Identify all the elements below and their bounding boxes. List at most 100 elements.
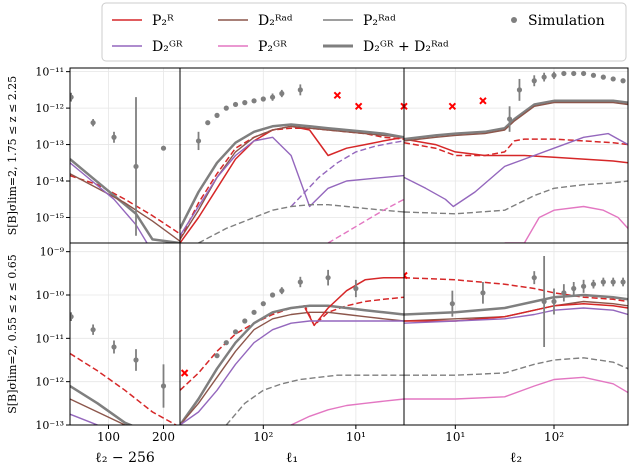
- sim-point: [160, 145, 167, 151]
- sim-point: [325, 275, 331, 281]
- sim-point: [610, 76, 616, 82]
- red-cross-b: [333, 91, 342, 100]
- red-cross-b: [479, 97, 487, 105]
- series-pr_d: [404, 138, 628, 157]
- red-cross-a: [404, 274, 408, 280]
- sim-point: [571, 70, 577, 77]
- y-tick-label: 10⁻¹⁵: [35, 211, 64, 224]
- red-cross-marker: [448, 102, 457, 110]
- legend-label-pgr: P₂ᴳᴿ: [258, 39, 287, 55]
- sim-point: [561, 70, 567, 77]
- red-cross-b: [354, 102, 363, 110]
- panels: 10⁻¹¹10⁻¹²10⁻¹³10⁻¹⁴10⁻¹⁵10⁻⁹10⁻¹⁰10⁻¹¹1…: [35, 66, 629, 444]
- y-tick-label: 10⁻⁹: [40, 246, 65, 259]
- sim-point: [251, 98, 257, 104]
- sim-point: [551, 298, 557, 305]
- sim-point: [580, 283, 587, 289]
- sim-point: [205, 120, 211, 126]
- red-cross-b: [404, 271, 408, 277]
- x-tick-label: 10²: [253, 430, 273, 444]
- sim-point: [600, 74, 606, 80]
- sim-point: [620, 78, 626, 84]
- series-pr_d: [404, 276, 628, 303]
- series-dgr: [70, 162, 148, 243]
- panel-r1-c2: 10¹ 10²: [403, 242, 629, 444]
- legend-label-dgr: D₂ᴳᴿ: [152, 39, 183, 55]
- sim-point: [353, 285, 359, 292]
- series-drad: [70, 398, 132, 425]
- legend-entry-drad: D₂ᴿᵃᵈ: [218, 13, 293, 29]
- sim-point: [571, 285, 577, 292]
- legend-entry-pgr: P₂ᴳᴿ: [218, 39, 287, 55]
- sim-point: [251, 309, 257, 315]
- sim-point: [242, 100, 248, 106]
- sim-point: [260, 301, 266, 307]
- legend: P₂ᴿ D₂ᴳᴿ D₂ᴿᵃᵈ P₂ᴳᴿ P₂ᴿᵃᵈ D₂ᴳᴿ + D₂ᴿᵃᵈ Simulat…: [101, 2, 627, 62]
- sim-point: [223, 105, 229, 111]
- sim-point: [214, 353, 220, 359]
- legend-label-pr: P₂ᴿ: [152, 13, 174, 29]
- sim-point: [297, 87, 303, 93]
- sim-point: [531, 275, 537, 281]
- series-dgr_d: [290, 140, 404, 207]
- legend-label-drad: D₂ᴿᵃᵈ: [258, 13, 293, 29]
- sim-point: [590, 281, 597, 287]
- series-drad: [70, 173, 180, 242]
- series-drad: [180, 311, 404, 425]
- series-pr: [304, 276, 404, 327]
- x-tick-label: 10¹: [346, 430, 366, 444]
- sim-point: [610, 279, 616, 285]
- sim-point: [70, 314, 74, 320]
- sim-point: [223, 340, 229, 346]
- sim-point: [90, 327, 96, 333]
- sim-point: [111, 344, 117, 350]
- legend-entry-pr: P₂ᴿ: [112, 13, 174, 29]
- series-pgr_d: [327, 198, 404, 243]
- red-cross-a: [404, 104, 408, 110]
- panel-content: [404, 70, 628, 243]
- sim-point: [590, 72, 597, 78]
- red-cross-marker: [180, 369, 189, 377]
- x-tick-label: 10¹: [445, 430, 465, 444]
- sim-point: [260, 96, 266, 102]
- sim-point: [214, 112, 220, 118]
- panel-frame: [403, 242, 629, 426]
- y-tick-label: 10⁻¹¹: [35, 332, 64, 345]
- y-tick-label: 10⁻¹³: [35, 419, 64, 432]
- sim-point: [480, 290, 486, 296]
- y-axis-label-row-1: S[B]σlim=2, 0.55 ≤ z ≤ 0.65: [6, 254, 19, 414]
- series-prad_d: [70, 174, 180, 235]
- sim-point: [195, 138, 202, 144]
- series-dgr: [180, 320, 404, 425]
- x-axis-label-1: ℓ₁: [286, 450, 298, 466]
- legend-entry-sim: Simulation: [511, 13, 605, 29]
- sim-point: [541, 298, 547, 305]
- red-cross-b: [404, 102, 408, 108]
- panel-content: [180, 269, 404, 425]
- series-pgr: [290, 398, 404, 425]
- series-pr_d: [180, 127, 404, 240]
- red-cross-marker: [404, 102, 408, 110]
- panel-r0-c2: [403, 67, 629, 244]
- series-drad: [404, 101, 628, 142]
- series-prad_d: [225, 374, 404, 425]
- sim-point: [90, 120, 96, 126]
- panel-content: [180, 84, 404, 243]
- panel-content: [70, 92, 180, 243]
- panel-frame: [179, 67, 405, 244]
- sim-point: [232, 101, 239, 108]
- sim-point: [279, 288, 285, 294]
- legend-label-sim: Simulation: [528, 13, 605, 29]
- red-cross-marker: [354, 102, 363, 110]
- x-tick-label: 10²: [544, 430, 564, 444]
- sim-point: [133, 357, 139, 363]
- legend-entry-dgr: D₂ᴳᴿ: [112, 39, 183, 55]
- series-dgr: [180, 136, 404, 237]
- panel-r1-c0: 10⁻⁹ 10⁻¹⁰ 10⁻¹¹ 10⁻¹² 10⁻¹³ 100 200: [35, 242, 181, 444]
- x-axis-label-0: ℓ₂ − 256: [95, 450, 155, 466]
- legend-marker-sim: [511, 17, 517, 23]
- sim-point: [242, 318, 248, 324]
- sim-point: [600, 279, 606, 285]
- series-sum: [180, 123, 404, 229]
- series-pgr: [404, 376, 628, 400]
